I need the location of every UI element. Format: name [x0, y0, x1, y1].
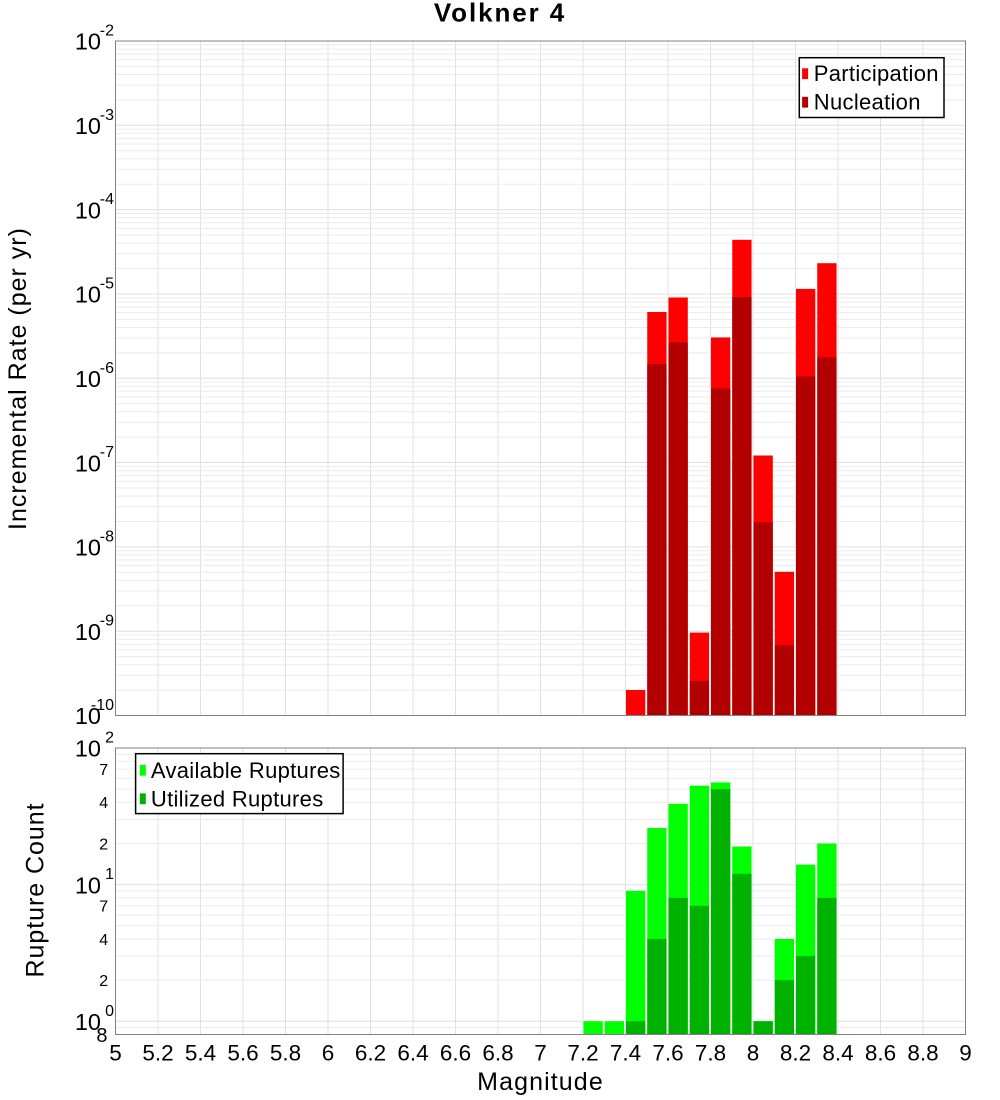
svg-text:10: 10: [75, 736, 101, 762]
svg-text:7: 7: [99, 899, 108, 916]
svg-text:10: 10: [75, 535, 101, 561]
svg-text:5.4: 5.4: [185, 1041, 216, 1066]
svg-text:Volkner 4: Volkner 4: [434, 0, 566, 28]
svg-text:2: 2: [99, 973, 108, 990]
svg-text:5.2: 5.2: [142, 1041, 173, 1066]
svg-text:6.6: 6.6: [440, 1041, 471, 1066]
svg-text:4: 4: [99, 795, 108, 812]
svg-text:6: 6: [322, 1041, 335, 1066]
svg-text:8.8: 8.8: [907, 1041, 938, 1066]
svg-text:6.4: 6.4: [397, 1041, 428, 1066]
svg-text:7.2: 7.2: [567, 1041, 598, 1066]
svg-text:10: 10: [75, 113, 101, 139]
svg-text:0: 0: [105, 1003, 114, 1020]
svg-text:8.2: 8.2: [780, 1041, 811, 1066]
svg-text:-7: -7: [100, 444, 114, 461]
svg-text:10: 10: [75, 1009, 101, 1035]
svg-text:Magnitude: Magnitude: [477, 1068, 604, 1096]
svg-text:Rupture Count: Rupture Count: [21, 803, 49, 978]
svg-text:-8: -8: [100, 528, 114, 545]
svg-text:9: 9: [959, 1041, 972, 1066]
svg-text:-3: -3: [100, 107, 114, 124]
svg-text:-9: -9: [100, 613, 114, 630]
svg-text:5.8: 5.8: [270, 1041, 301, 1066]
svg-text:7.8: 7.8: [695, 1041, 726, 1066]
svg-text:Incremental Rate (per yr): Incremental Rate (per yr): [4, 227, 32, 530]
svg-text:10: 10: [75, 619, 101, 645]
svg-text:2: 2: [105, 730, 114, 747]
svg-text:Nucleation: Nucleation: [814, 90, 921, 115]
svg-text:Available Ruptures: Available Ruptures: [151, 758, 341, 783]
svg-text:-10: -10: [91, 697, 114, 714]
svg-text:7: 7: [534, 1041, 547, 1066]
svg-text:6.2: 6.2: [355, 1041, 386, 1066]
svg-text:10: 10: [75, 282, 101, 308]
svg-text:10: 10: [75, 450, 101, 476]
svg-text:7.6: 7.6: [652, 1041, 683, 1066]
svg-text:-4: -4: [100, 191, 114, 208]
svg-text:10: 10: [75, 197, 101, 223]
svg-text:7: 7: [99, 762, 108, 779]
svg-text:10: 10: [75, 29, 101, 55]
svg-text:10: 10: [75, 366, 101, 392]
svg-text:-5: -5: [100, 275, 114, 292]
svg-text:10: 10: [75, 872, 101, 898]
svg-text:Utilized Ruptures: Utilized Ruptures: [151, 787, 324, 812]
svg-text:5: 5: [109, 1041, 122, 1066]
svg-text:8.6: 8.6: [865, 1041, 896, 1066]
svg-text:5.6: 5.6: [227, 1041, 258, 1066]
svg-text:7.4: 7.4: [610, 1041, 641, 1066]
svg-text:8: 8: [96, 1025, 107, 1047]
svg-text:1: 1: [105, 866, 114, 883]
svg-text:2: 2: [99, 836, 108, 853]
svg-text:8: 8: [747, 1041, 760, 1066]
svg-text:-6: -6: [100, 360, 114, 377]
svg-text:10: 10: [75, 703, 101, 729]
svg-text:-2: -2: [100, 23, 114, 40]
svg-text:8.4: 8.4: [822, 1041, 853, 1066]
svg-text:4: 4: [99, 932, 108, 949]
svg-text:Participation: Participation: [814, 61, 939, 86]
svg-text:6.8: 6.8: [482, 1041, 513, 1066]
